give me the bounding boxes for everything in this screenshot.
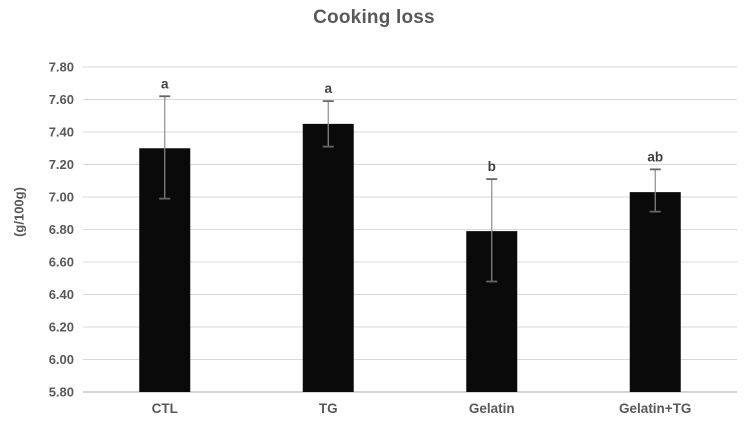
- chart-title: Cooking loss: [313, 7, 435, 28]
- y-tick-label: 6.60: [49, 255, 74, 270]
- x-category-label: TG: [319, 401, 338, 416]
- bar: [302, 123, 354, 392]
- x-category-label: Gelatin+TG: [619, 401, 691, 416]
- y-tick-label: 6.00: [49, 352, 74, 367]
- bar: [629, 192, 681, 392]
- y-tick-label: 6.20: [49, 320, 74, 335]
- y-tick-label: 7.80: [49, 60, 74, 75]
- y-tick-label: 7.00: [49, 190, 74, 205]
- y-tick-label: 7.60: [49, 92, 74, 107]
- sig-letter: a: [324, 81, 332, 96]
- y-tick-label: 7.40: [49, 125, 74, 140]
- y-tick-label: 6.80: [49, 222, 74, 237]
- y-tick-label: 6.40: [49, 287, 74, 302]
- x-category-label: Gelatin: [469, 401, 515, 416]
- x-category-label: CTL: [152, 401, 178, 416]
- sig-letter: a: [161, 76, 169, 91]
- y-tick-label: 5.80: [49, 385, 74, 400]
- sig-letter: b: [488, 159, 496, 174]
- sig-letter: ab: [647, 149, 663, 164]
- y-tick-label: 7.20: [49, 157, 74, 172]
- y-axis-title: (g/100g): [11, 187, 27, 237]
